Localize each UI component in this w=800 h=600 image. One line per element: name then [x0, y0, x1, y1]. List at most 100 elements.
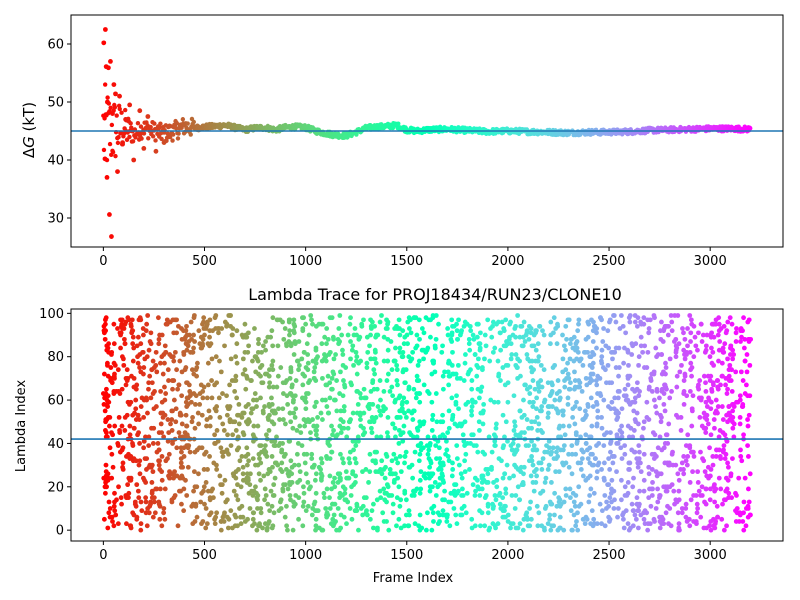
lambda-point — [270, 343, 276, 349]
lambda-point — [169, 417, 175, 422]
lambda-point — [105, 525, 111, 531]
lambda-point — [543, 503, 549, 509]
lambda-point — [267, 508, 273, 514]
lambda-point — [545, 521, 551, 527]
lambda-point — [518, 469, 524, 475]
lambda-point — [742, 391, 748, 396]
lambda-point — [563, 323, 569, 329]
lambda-point — [184, 395, 190, 401]
lambda-point — [396, 317, 402, 323]
lambda-point — [446, 373, 452, 379]
lambda-point — [201, 384, 207, 390]
lambda-point — [354, 354, 360, 360]
lambda-point — [104, 484, 109, 490]
lambda-point — [296, 462, 302, 468]
lambda-point — [406, 386, 412, 392]
lambda-point — [552, 362, 558, 368]
lambda-point — [509, 352, 515, 357]
lambda-point — [614, 469, 619, 475]
delta-g-point — [107, 141, 113, 147]
lambda-point — [465, 399, 471, 405]
lambda-point — [227, 382, 232, 388]
lambda-point — [135, 488, 141, 494]
lambda-point — [397, 393, 403, 399]
lambda-point — [548, 319, 554, 325]
lambda-point — [572, 384, 578, 390]
lambda-point — [190, 415, 195, 420]
lambda-point — [593, 378, 599, 383]
lambda-point — [566, 423, 572, 429]
lambda-point — [525, 523, 531, 529]
lambda-point — [323, 382, 329, 388]
lambda-point — [591, 352, 597, 357]
lambda-point — [638, 460, 643, 466]
lambda-point — [402, 454, 408, 459]
lambda-point — [703, 430, 709, 435]
lambda-point — [161, 510, 167, 516]
lambda-point — [575, 328, 581, 334]
lambda-point — [157, 332, 163, 338]
lambda-point — [707, 473, 713, 479]
lambda-point — [461, 438, 467, 444]
lambda-point — [112, 362, 118, 368]
lambda-point — [143, 499, 149, 505]
lambda-point — [216, 330, 221, 336]
lambda-point — [169, 428, 175, 433]
lambda-point — [155, 315, 161, 321]
lambda-point — [631, 428, 637, 433]
lambda-point — [224, 412, 230, 418]
lambda-point — [706, 395, 711, 401]
lambda-point — [158, 360, 163, 366]
lambda-point — [313, 490, 319, 496]
lambda-point — [598, 358, 604, 364]
lambda-point — [625, 373, 631, 379]
lambda-point — [204, 395, 210, 401]
lambda-point — [675, 510, 681, 516]
lambda-point — [638, 343, 644, 349]
lambda-point — [165, 367, 171, 373]
lambda-point — [322, 495, 327, 501]
lambda-point — [717, 339, 723, 344]
lambda-point — [702, 415, 708, 420]
lambda-point — [200, 388, 206, 394]
lambda-point — [716, 434, 722, 440]
delta-g-point — [117, 93, 122, 99]
lambda-point — [529, 454, 534, 459]
lambda-point — [281, 336, 287, 342]
lambda-point — [658, 412, 663, 418]
delta-g-point — [111, 82, 117, 87]
lambda-point — [585, 456, 591, 462]
lambda-point — [576, 321, 581, 327]
lambda-point — [524, 417, 530, 422]
lambda-point — [728, 473, 734, 479]
lambda-point — [475, 321, 481, 327]
lambda-point — [126, 495, 131, 501]
delta-g-point — [748, 126, 753, 131]
lambda-point — [323, 358, 329, 364]
lambda-point — [689, 423, 695, 429]
lambda-point — [649, 467, 655, 472]
lambda-point — [697, 415, 703, 420]
lambda-point — [271, 510, 277, 516]
lambda-point — [196, 421, 202, 427]
lambda-point — [104, 402, 110, 407]
lambda-point — [146, 510, 152, 516]
lambda-point — [324, 510, 330, 516]
lambda-point — [448, 336, 454, 342]
lambda-point — [270, 464, 275, 470]
lambda-point — [138, 499, 144, 505]
delta-g-point — [170, 132, 176, 137]
lambda-point — [692, 334, 698, 340]
lambda-point — [139, 395, 145, 401]
lambda-point — [338, 369, 343, 375]
lambda-point — [709, 345, 714, 351]
lambda-point — [349, 347, 355, 353]
lambda-point — [431, 519, 436, 524]
lambda-point — [608, 449, 613, 455]
lambda-point — [708, 334, 714, 340]
lambda-point — [618, 313, 624, 318]
lambda-point — [409, 462, 415, 468]
lambda-point — [101, 328, 107, 334]
lambda-point — [313, 527, 318, 533]
lambda-point — [377, 488, 383, 494]
